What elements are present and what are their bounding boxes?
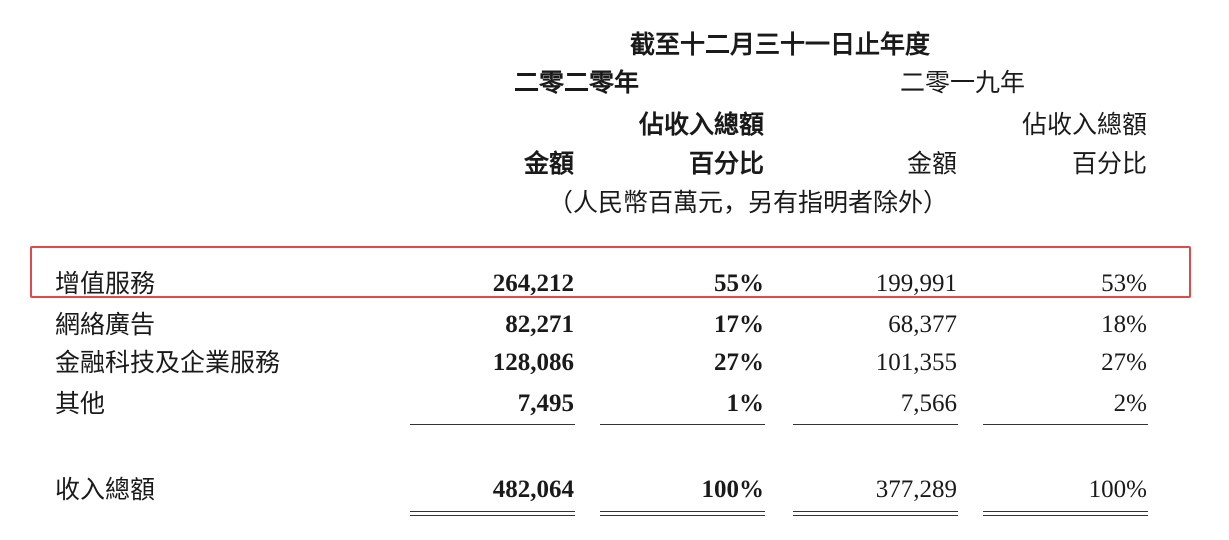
- pct-2020-cell: 1%: [726, 390, 765, 417]
- period-heading: 截至十二月三十一日止年度: [629, 30, 930, 59]
- pct-2020-cell: 55%: [714, 270, 764, 297]
- total-amount-2019: 377,289: [875, 476, 957, 503]
- amount-2020-cell: 264,212: [492, 270, 574, 297]
- subtotal-rule: [983, 424, 1148, 425]
- total-double-rule: [410, 511, 575, 516]
- amount-2020-heading: 金額: [523, 149, 574, 178]
- amount-2019-cell: 101,355: [875, 349, 957, 376]
- amount-2019-cell: 68,377: [888, 311, 957, 338]
- total-double-rule: [983, 511, 1148, 516]
- pct-2019-cell: 18%: [1101, 311, 1147, 338]
- total-double-rule: [600, 511, 765, 516]
- total-double-rule: [793, 511, 958, 516]
- pct-2019-cell: 53%: [1101, 270, 1147, 297]
- percent-2020-heading: 百分比: [688, 149, 764, 178]
- amount-2020-cell: 82,271: [505, 311, 574, 338]
- unit-note: （人民幣百萬元，另有指明者除外）: [548, 188, 949, 217]
- amount-2019-heading: 金額: [906, 149, 957, 178]
- total-amount-2020: 482,064: [492, 476, 574, 503]
- amount-2019-cell: 199,991: [875, 270, 957, 297]
- row-label: 金融科技及企業服務: [55, 348, 281, 377]
- pct-2020-cell: 27%: [714, 349, 764, 376]
- total-label: 收入總額: [55, 475, 156, 504]
- pct-2020-cell: 17%: [714, 311, 764, 338]
- year-2019-heading: 二零一九年: [900, 68, 1026, 97]
- subtotal-rule: [793, 424, 958, 425]
- total-pct-2019: 100%: [1088, 476, 1147, 503]
- subtotal-rule: [410, 424, 575, 425]
- row-label: 其他: [55, 389, 106, 418]
- pct-2019-cell: 27%: [1101, 349, 1147, 376]
- row-label: 網絡廣告: [55, 310, 156, 339]
- year-2020-heading: 二零二零年: [514, 68, 640, 97]
- pct-of-total-2019-heading: 佔收入總額: [1021, 110, 1147, 139]
- pct-2019-cell: 2%: [1113, 390, 1147, 417]
- total-pct-2020: 100%: [701, 476, 765, 503]
- pct-of-total-2020-heading: 佔收入總額: [638, 110, 764, 139]
- highlight-box: [30, 246, 1191, 298]
- percent-2019-heading: 百分比: [1071, 149, 1147, 178]
- amount-2020-cell: 128,086: [492, 349, 574, 376]
- amount-2020-cell: 7,495: [517, 390, 574, 417]
- subtotal-rule: [600, 424, 765, 425]
- amount-2019-cell: 7,566: [900, 390, 957, 417]
- row-label: 增值服務: [55, 269, 156, 298]
